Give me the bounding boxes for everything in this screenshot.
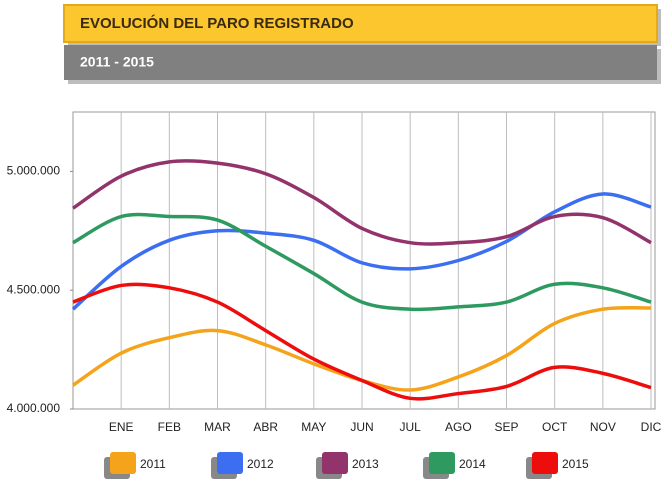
series-line [71, 192, 652, 311]
x-tick-label: JUL [399, 420, 421, 434]
legend-label: 2015 [562, 457, 589, 471]
title-bar [63, 4, 658, 43]
series-line [72, 282, 652, 401]
x-tick-label: ABR [253, 420, 278, 434]
y-tick-label: 4.000.000 [7, 401, 61, 415]
legend-label: 2013 [352, 457, 379, 471]
x-tick-label: MAR [204, 420, 231, 434]
subtitle-bar [64, 45, 657, 80]
x-tick-label: SEP [494, 420, 518, 434]
legend-label: 2011 [140, 457, 166, 471]
x-tick-label: FEB [158, 420, 181, 434]
x-tick-label: MAY [301, 420, 326, 434]
chart-subtitle: 2011 - 2015 [80, 54, 154, 70]
legend-swatch [322, 452, 348, 474]
x-tick-label: DIC [641, 420, 662, 434]
series-line [72, 212, 652, 312]
legend-swatch [532, 452, 558, 474]
plot-frame [72, 111, 656, 410]
x-tick-label: OCT [542, 420, 568, 434]
legend-swatch [110, 452, 136, 474]
y-tick-label: 5.000.000 [7, 164, 61, 178]
legend-label: 2012 [247, 457, 274, 471]
legend-swatch [429, 452, 455, 474]
x-tick-label: JUN [350, 420, 373, 434]
x-tick-label: NOV [590, 420, 616, 434]
chart-title: EVOLUCIÓN DEL PARO REGISTRADO [80, 14, 354, 32]
y-tick-label: 4.500.000 [7, 282, 61, 296]
legend-label: 2014 [459, 457, 486, 471]
legend-swatch [217, 452, 243, 474]
x-tick-label: ENE [109, 420, 134, 434]
series-line [72, 159, 652, 246]
x-tick-label: AGO [445, 420, 472, 434]
